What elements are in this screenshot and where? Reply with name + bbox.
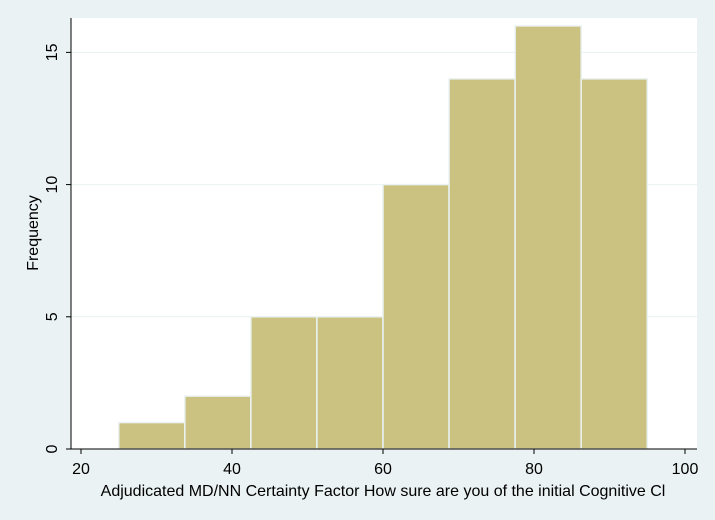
histogram-bar: [250, 316, 318, 450]
y-tick-label: 15: [44, 43, 61, 61]
y-tick-label: 0: [44, 444, 61, 453]
y-tick-label: 10: [44, 176, 61, 194]
histogram-bar: [316, 316, 384, 450]
histogram-bar: [580, 78, 648, 450]
bars: [118, 25, 648, 450]
x-tick-label: 40: [223, 461, 241, 478]
y-tick-label: 5: [44, 312, 61, 321]
histogram-bar: [448, 78, 516, 450]
y-axis-title: Frequency: [25, 195, 42, 271]
x-ticks: 20 40 60 80 100: [72, 449, 698, 478]
y-ticks: 0 5 10 15: [44, 43, 71, 453]
histogram-bar: [514, 25, 582, 450]
histogram-bar: [382, 183, 450, 450]
x-tick-label: 20: [72, 461, 90, 478]
x-tick-label: 80: [525, 461, 543, 478]
x-axis-title: Adjudicated MD/NN Certainty Factor How s…: [101, 483, 666, 500]
x-tick-label: 100: [672, 461, 699, 478]
x-tick-label: 60: [374, 461, 392, 478]
histogram-bar: [118, 421, 186, 450]
histogram-bar: [184, 395, 252, 450]
